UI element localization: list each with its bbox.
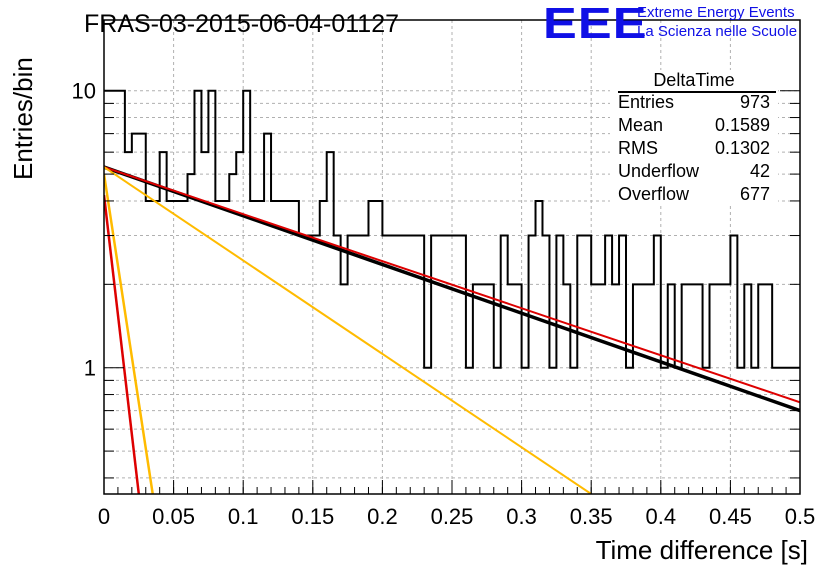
x-tick-label: 0.25 [431,504,474,529]
stats-key: Entries [618,92,675,112]
stats-key: RMS [618,138,658,158]
x-axis-label: Time difference [s] [595,535,808,565]
stats-row-mean: Mean 0.1589 [618,115,770,137]
x-tick-label: 0.2 [367,504,398,529]
x-tick-label: 0.45 [709,504,752,529]
x-tick-label: 0.35 [570,504,613,529]
stats-row-overflow: Overflow 677 [618,184,770,206]
stats-key: Underflow [618,161,700,181]
fit-curve-fit-red-short [104,194,141,494]
x-tick-label: 0.1 [228,504,259,529]
stats-value: 0.1302 [714,138,770,158]
x-tick-label: 0.05 [152,504,195,529]
logo-caption-line2: La Scienza nelle Scuole [637,23,798,40]
x-tick-label: 0.5 [785,504,816,529]
fit-curve-fit-red-long [104,166,800,404]
eee-logo: EEE [543,0,648,48]
stats-title: DeltaTime [653,70,735,90]
stats-key: Mean [618,115,664,135]
y-tick-label: 1 [84,356,96,381]
stats-value: 973 [739,92,770,112]
stats-value: 677 [739,184,770,204]
fit-curves [104,165,800,494]
x-tick-label: 0.4 [646,504,677,529]
stats-key: Overflow [618,184,690,204]
histogram-bars [104,89,800,369]
x-axis-ticks: 0 0.05 0.1 0.15 0.2 0.25 0.3 0.35 0.4 0.45 0.5 [98,480,815,529]
x-tick-label: 0.15 [291,504,334,529]
stats-box: DeltaTime Entries 973 Mean 0.1589 RMS 0.… [610,70,778,206]
x-tick-label: 0.3 [506,504,537,529]
stats-value: 42 [749,161,770,181]
x-tick-label: 0 [98,504,110,529]
y-tick-label: 10 [72,79,96,104]
fit-curve-fit-black [104,165,800,413]
stats-row-entries: Entries 973 [618,92,770,114]
stats-row-underflow: Underflow 42 [618,161,770,183]
logo-caption-line1: Extreme Energy Events [637,4,795,21]
stats-value: 0.1589 [714,115,770,135]
fit-curve-fit-orange-long [104,166,592,494]
y-axis-label: Entries/bin [8,57,38,180]
stats-divider [618,91,776,93]
y-axis-ticks: 1 10 [72,79,800,479]
chart-title: FRAS-03-2015-06-04-01127 [84,10,400,38]
fit-curve-fit-orange-short [104,173,154,494]
stats-row-rms: RMS 0.1302 [618,138,770,160]
